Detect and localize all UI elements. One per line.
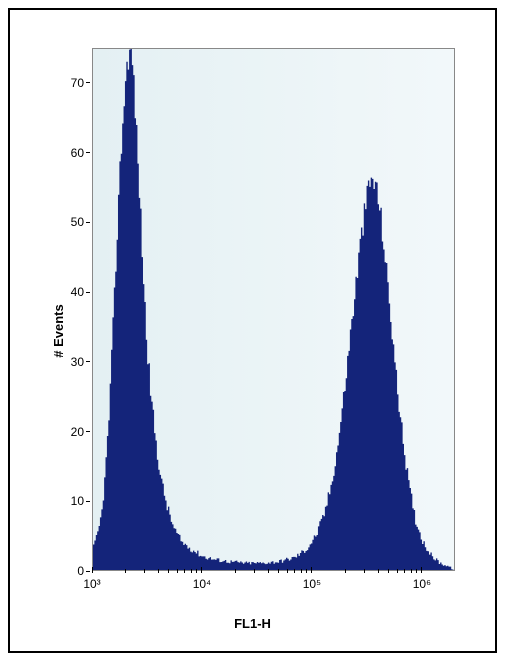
y-tick-mark <box>86 292 90 293</box>
x-tick-mark-minor <box>364 569 365 573</box>
x-tick-mark-minor <box>411 569 412 573</box>
x-tick-mark-minor <box>268 569 269 573</box>
x-tick-mark-minor <box>397 569 398 573</box>
y-tick-mark <box>86 361 90 362</box>
x-tick-mark-minor <box>287 569 288 573</box>
x-tick-mark-minor <box>125 569 126 573</box>
y-tick-mark <box>86 152 90 153</box>
histogram-bars <box>93 49 454 570</box>
x-tick-mark-minor <box>177 569 178 573</box>
x-tick-mark-minor <box>416 569 417 573</box>
x-tick-mark-minor <box>196 569 197 573</box>
chart-frame: # Events 010203040506070 10³10⁴10⁵10⁶ FL… <box>0 0 505 661</box>
x-tick-mark-minor <box>144 569 145 573</box>
x-tick-label: 10⁴ <box>193 577 212 591</box>
x-tick-mark-minor <box>184 569 185 573</box>
y-tick-mark <box>86 82 90 83</box>
x-tick-mark-major <box>201 567 202 573</box>
y-tick-mark <box>86 571 90 572</box>
x-tick-mark-minor <box>158 569 159 573</box>
histogram-svg <box>93 49 454 570</box>
x-tick-mark-major <box>92 567 93 573</box>
x-tick-mark-minor <box>345 569 346 573</box>
x-tick-label: 10³ <box>83 577 100 591</box>
y-tick-label: 70 <box>71 76 84 90</box>
x-tick-mark-minor <box>388 569 389 573</box>
x-tick-mark-minor <box>254 569 255 573</box>
y-tick-label: 50 <box>71 215 84 229</box>
x-tick-mark-major <box>421 567 422 573</box>
y-tick-label: 0 <box>77 564 84 578</box>
x-tick-mark-minor <box>191 569 192 573</box>
y-tick-label: 10 <box>71 494 84 508</box>
x-tick-mark-minor <box>378 569 379 573</box>
x-tick-mark-minor <box>294 569 295 573</box>
x-tick-mark-minor <box>404 569 405 573</box>
x-tick-mark-minor <box>235 569 236 573</box>
x-tick-mark-minor <box>301 569 302 573</box>
x-axis-label: FL1-H <box>234 616 271 631</box>
y-tick-label: 20 <box>71 425 84 439</box>
y-tick-label: 40 <box>71 285 84 299</box>
y-axis-ticks: 010203040506070 <box>28 48 90 571</box>
x-tick-mark-minor <box>168 569 169 573</box>
x-tick-mark-minor <box>278 569 279 573</box>
y-tick-mark <box>86 222 90 223</box>
y-tick-label: 30 <box>71 355 84 369</box>
x-tick-label: 10⁶ <box>413 577 431 591</box>
y-tick-mark <box>86 431 90 432</box>
chart-border: # Events 010203040506070 10³10⁴10⁵10⁶ FL… <box>8 8 497 653</box>
y-tick-label: 60 <box>71 146 84 160</box>
chart-container: # Events 010203040506070 10³10⁴10⁵10⁶ FL… <box>28 28 477 633</box>
y-tick-mark <box>86 501 90 502</box>
x-tick-mark-major <box>311 567 312 573</box>
x-axis-ticks: 10³10⁴10⁵10⁶ <box>92 573 455 609</box>
x-tick-mark-minor <box>306 569 307 573</box>
plot-area <box>92 48 455 571</box>
x-tick-label: 10⁵ <box>303 577 321 591</box>
